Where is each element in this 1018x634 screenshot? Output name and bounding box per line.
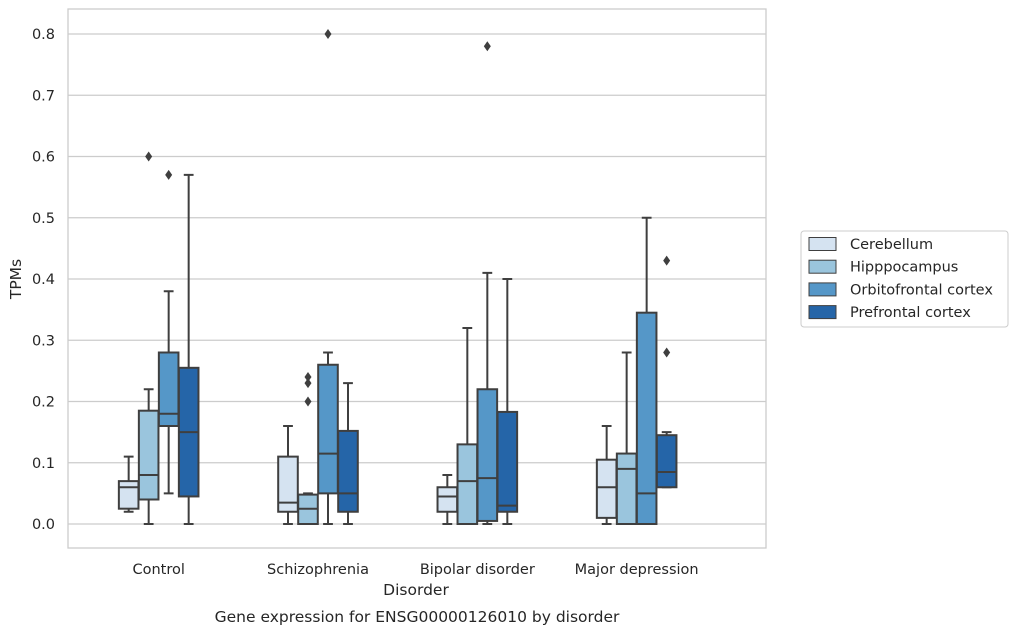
outlier-point: [483, 41, 491, 52]
legend-swatch: [808, 282, 837, 297]
y-tick-label: 0.5: [32, 211, 55, 227]
outlier-point: [324, 29, 332, 39]
y-tick-label: 0.3: [32, 333, 55, 349]
x-tick-label: Major depression: [575, 562, 699, 578]
box-cerebellum: [117, 455, 140, 513]
y-tick-label: 0.2: [32, 395, 55, 411]
box-prefrontal-cortex: [177, 173, 200, 525]
box-hipppocampus: [456, 327, 479, 525]
box-body: [476, 388, 499, 522]
y-tick-labels: 0.0 0.1 0.2 0.3 0.4 0.5 0.6 0.7 0.8: [32, 27, 55, 533]
x-tick-label: Schizophrenia: [267, 562, 369, 578]
box-prefrontal-cortex: [496, 278, 519, 525]
y-axis-label: TPMs: [7, 259, 25, 300]
y-tick-label: 0.4: [32, 272, 55, 288]
outlier-point: [145, 151, 153, 162]
legend-swatch: [808, 305, 837, 320]
outlier-point: [304, 372, 312, 382]
plot-frame: [67, 8, 767, 549]
box-body: [137, 409, 160, 501]
box-body: [436, 486, 459, 513]
y-tick-label: 0.0: [32, 517, 55, 533]
outlier-point: [663, 255, 671, 266]
legend-label: Orbitofrontal cortex: [850, 282, 993, 298]
legend-swatch: [808, 237, 837, 251]
x-tick-label: Bipolar disorder: [420, 562, 535, 578]
outlier-point: [304, 396, 312, 407]
box-orbitofrontal-cortex: [476, 41, 499, 525]
box-body: [595, 458, 618, 519]
box-hipppocampus: [615, 351, 638, 525]
y-tick-label: 0.8: [32, 27, 55, 43]
outlier-point: [165, 169, 173, 180]
box-body: [277, 455, 299, 513]
legend-label: Prefrontal cortex: [850, 305, 971, 321]
x-tick-labels: Control Schizophrenia Bipolar disorder Majo…: [132, 562, 698, 578]
legend-label: Hipppocampus: [850, 260, 958, 276]
y-tick-label: 0.1: [32, 456, 55, 472]
box-hipppocampus: [137, 151, 160, 525]
chart-caption: Gene expression for ENSG00000126010 by d…: [215, 608, 620, 626]
box-cerebellum: [436, 474, 459, 525]
outlier-point: [663, 347, 671, 358]
boxes: [117, 29, 678, 526]
box-hipppocampus: [297, 372, 319, 526]
box-body: [117, 480, 140, 510]
box-orbitofrontal-cortex: [157, 169, 180, 495]
box-prefrontal-cortex: [337, 382, 359, 525]
box-body: [615, 452, 638, 525]
x-axis-label: Disorder: [383, 581, 449, 599]
box-cerebellum: [595, 425, 618, 525]
outlier-point: [304, 378, 312, 389]
box-body: [635, 311, 658, 525]
y-tick-label: 0.6: [32, 150, 55, 166]
box-body: [157, 351, 180, 427]
legend-swatch: [808, 259, 837, 274]
legend-frame: [800, 230, 1009, 328]
legend: Cerebellum Hipppocampus Orbitofrontal cort…: [800, 230, 1009, 328]
box-cerebellum: [277, 425, 299, 525]
box-orbitofrontal-cortex: [635, 216, 658, 525]
box-orbitofrontal-cortex: [317, 29, 339, 525]
box-body: [317, 363, 339, 495]
box-body: [655, 434, 678, 489]
box-prefrontal-cortex: [655, 255, 678, 489]
box-body: [337, 429, 359, 513]
x-tick-label: Control: [132, 562, 184, 578]
y-tick-label: 0.7: [32, 88, 55, 104]
box-body: [456, 443, 479, 525]
legend-label: Cerebellum: [850, 237, 933, 253]
box-body: [496, 410, 519, 513]
